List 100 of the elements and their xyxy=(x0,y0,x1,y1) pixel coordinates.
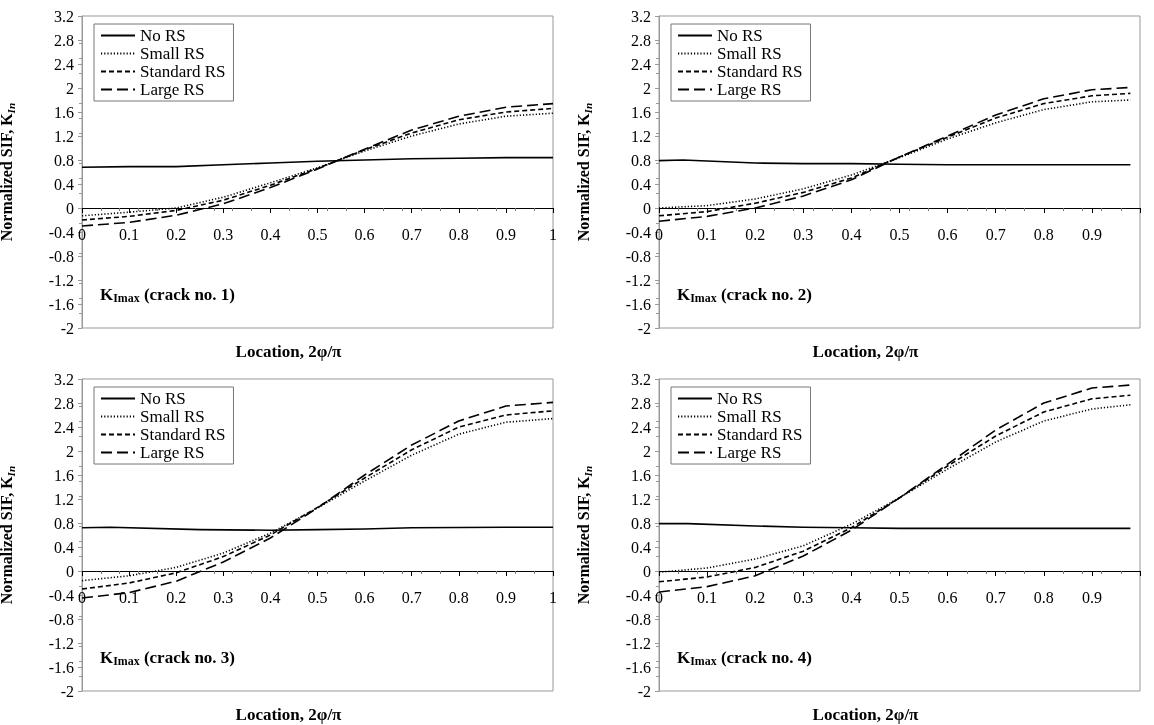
legend-label: No RS xyxy=(717,389,763,408)
x-axis-title: Location, 2φ/π xyxy=(235,342,343,361)
y-tick-label: -1.6 xyxy=(48,658,74,676)
x-axis-title: Location, 2φ/π xyxy=(235,705,343,724)
x-tick-label: 0.1 xyxy=(697,225,718,243)
y-tick-label: 0 xyxy=(66,562,74,580)
y-tick-label: 0 xyxy=(643,199,651,217)
x-tick-label: 0.7 xyxy=(401,225,422,243)
x-tick-label: 0.7 xyxy=(985,225,1006,243)
x-tick-label: 0.2 xyxy=(166,588,187,606)
y-tick-label: 2.8 xyxy=(631,31,651,49)
legend-label: Standard RS xyxy=(140,425,226,444)
x-tick-label: 0.3 xyxy=(793,588,814,606)
x-tick-label: 0.9 xyxy=(1081,588,1102,606)
y-tick-label: -1.2 xyxy=(48,634,74,652)
y-axis-title: Normalized SIF, KIn xyxy=(0,465,17,605)
y-tick-label: 2.4 xyxy=(54,418,74,436)
x-tick-label: 0.5 xyxy=(889,225,910,243)
x-tick-label: 0.8 xyxy=(448,225,469,243)
x-tick-label: 0 xyxy=(78,225,86,243)
x-tick-label: 0.2 xyxy=(745,588,766,606)
y-tick-label: -1.2 xyxy=(48,271,74,289)
x-tick-label: 1 xyxy=(549,588,557,606)
y-tick-label: 1.6 xyxy=(631,103,651,121)
y-tick-label: -1.6 xyxy=(48,295,74,313)
y-tick-label: 2 xyxy=(66,442,74,460)
legend-label: Small RS xyxy=(140,44,205,63)
y-tick-label: -1.2 xyxy=(625,634,651,652)
legend-label: Large RS xyxy=(140,443,205,462)
x-tick-label: 0.8 xyxy=(1033,588,1054,606)
x-tick-label: 0 xyxy=(655,225,663,243)
x-tick-label: 0.5 xyxy=(307,225,328,243)
y-tick-label: 1.6 xyxy=(54,103,74,121)
y-tick-label: 3.2 xyxy=(54,7,74,25)
x-tick-label: 0.3 xyxy=(793,225,814,243)
x-tick-label: 0.6 xyxy=(937,588,958,606)
y-tick-label: 1.2 xyxy=(631,127,651,145)
y-tick-label: 0.4 xyxy=(54,538,74,556)
y-tick-label: -2 xyxy=(637,682,651,700)
x-tick-label: 0.9 xyxy=(495,588,516,606)
y-tick-label: -0.4 xyxy=(48,223,74,241)
legend-label: No RS xyxy=(717,26,763,45)
y-tick-label: 2 xyxy=(643,442,651,460)
x-tick-label: 0.1 xyxy=(119,225,140,243)
x-tick-label: 0.6 xyxy=(354,588,375,606)
y-tick-label: 2.8 xyxy=(631,394,651,412)
y-tick-label: -0.8 xyxy=(625,610,651,628)
x-tick-label: 0.5 xyxy=(307,588,328,606)
x-tick-label: 0.4 xyxy=(260,225,281,243)
x-tick-label: 0.3 xyxy=(213,225,234,243)
y-tick-label: 2.8 xyxy=(54,394,74,412)
legend-label: Large RS xyxy=(717,443,782,462)
legend-label: Standard RS xyxy=(717,425,803,444)
y-tick-label: 2.4 xyxy=(631,418,651,436)
x-tick-label: 0.1 xyxy=(119,588,140,606)
y-tick-label: 2.4 xyxy=(631,55,651,73)
y-tick-label: -2 xyxy=(637,319,651,337)
y-tick-label: -0.8 xyxy=(48,610,74,628)
x-tick-label: 0.7 xyxy=(985,588,1006,606)
x-tick-label: 0.4 xyxy=(260,588,281,606)
y-tick-label: 0.4 xyxy=(631,175,651,193)
y-tick-label: 3.2 xyxy=(54,370,74,388)
x-tick-label: 1 xyxy=(549,225,557,243)
x-tick-label: 0.4 xyxy=(841,588,862,606)
y-tick-label: 0.8 xyxy=(54,151,74,169)
y-tick-label: 0 xyxy=(66,199,74,217)
y-tick-label: 2 xyxy=(66,79,74,97)
y-tick-label: 0.4 xyxy=(54,175,74,193)
y-tick-label: 1.6 xyxy=(54,466,74,484)
x-tick-label: 0.3 xyxy=(213,588,234,606)
x-tick-label: 0.9 xyxy=(1081,225,1102,243)
legend-label: No RS xyxy=(140,389,186,408)
x-tick-label: 0.4 xyxy=(841,225,862,243)
y-tick-label: -1.2 xyxy=(625,271,651,289)
y-tick-label: -0.4 xyxy=(625,586,651,604)
y-tick-label: 3.2 xyxy=(631,370,651,388)
y-tick-label: -2 xyxy=(60,319,74,337)
y-tick-label: 3.2 xyxy=(631,7,651,25)
x-tick-label: 0.7 xyxy=(401,588,422,606)
y-tick-label: -1.6 xyxy=(625,658,651,676)
y-tick-label: 0.8 xyxy=(54,514,74,532)
y-tick-label: 2.8 xyxy=(54,31,74,49)
y-tick-label: 2 xyxy=(643,79,651,97)
y-tick-label: 1.2 xyxy=(54,490,74,508)
y-tick-label: -2 xyxy=(60,682,74,700)
x-tick-label: 0.8 xyxy=(448,588,469,606)
y-axis-title: Normalized SIF, KIn xyxy=(575,465,594,605)
x-tick-label: 0.1 xyxy=(697,588,718,606)
x-tick-label: 0.6 xyxy=(937,225,958,243)
y-tick-label: -0.8 xyxy=(625,247,651,265)
y-tick-label: 0.8 xyxy=(631,514,651,532)
x-tick-label: 0 xyxy=(78,588,86,606)
x-tick-label: 0.2 xyxy=(166,225,187,243)
y-tick-label: 0.8 xyxy=(631,151,651,169)
y-tick-label: -0.8 xyxy=(48,247,74,265)
x-axis-title: Location, 2φ/π xyxy=(812,705,920,724)
x-axis-title: Location, 2φ/π xyxy=(812,342,920,361)
x-tick-label: 0 xyxy=(655,588,663,606)
x-tick-label: 0.8 xyxy=(1033,225,1054,243)
legend-label: No RS xyxy=(140,26,186,45)
